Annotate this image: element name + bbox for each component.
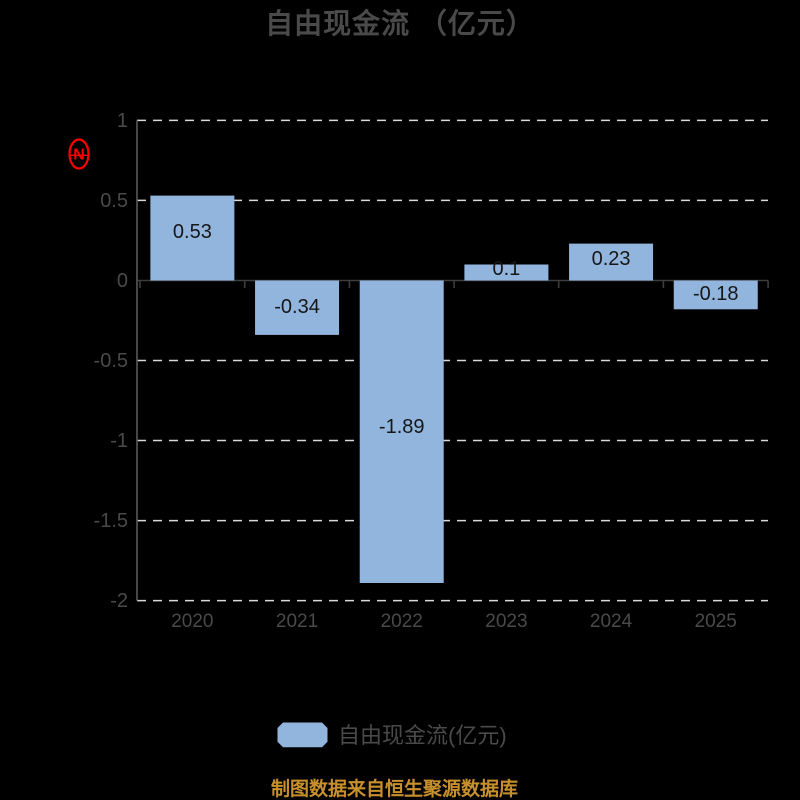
svg-text:2023: 2023 [485, 611, 527, 632]
svg-text:2021: 2021 [276, 611, 318, 632]
svg-text:0: 0 [117, 270, 128, 292]
svg-text:2024: 2024 [590, 611, 633, 632]
svg-text:-0.34: -0.34 [274, 296, 320, 318]
svg-text:自由现金流(亿元): 自由现金流(亿元) [338, 723, 507, 748]
svg-text:2025: 2025 [695, 611, 737, 632]
svg-text:0.1: 0.1 [492, 258, 520, 280]
svg-text:-0.5: -0.5 [94, 350, 128, 372]
svg-text:0.53: 0.53 [173, 221, 212, 243]
svg-text:0.5: 0.5 [100, 190, 128, 212]
svg-text:自由现金流 （亿元）: 自由现金流 （亿元） [265, 7, 535, 39]
svg-text:2022: 2022 [381, 611, 423, 632]
svg-text:制图数据来自恒生聚源数据库: 制图数据来自恒生聚源数据库 [271, 777, 518, 800]
svg-text:-2: -2 [110, 590, 128, 612]
svg-text:-1.89: -1.89 [379, 416, 425, 438]
svg-text:0.23: 0.23 [592, 248, 631, 270]
svg-text:1: 1 [117, 110, 128, 132]
svg-text:2020: 2020 [171, 611, 213, 632]
svg-text:-0.18: -0.18 [693, 283, 739, 305]
svg-text:-1.5: -1.5 [94, 510, 128, 532]
svg-text:N: N [73, 147, 85, 164]
svg-text:-1: -1 [110, 430, 128, 452]
